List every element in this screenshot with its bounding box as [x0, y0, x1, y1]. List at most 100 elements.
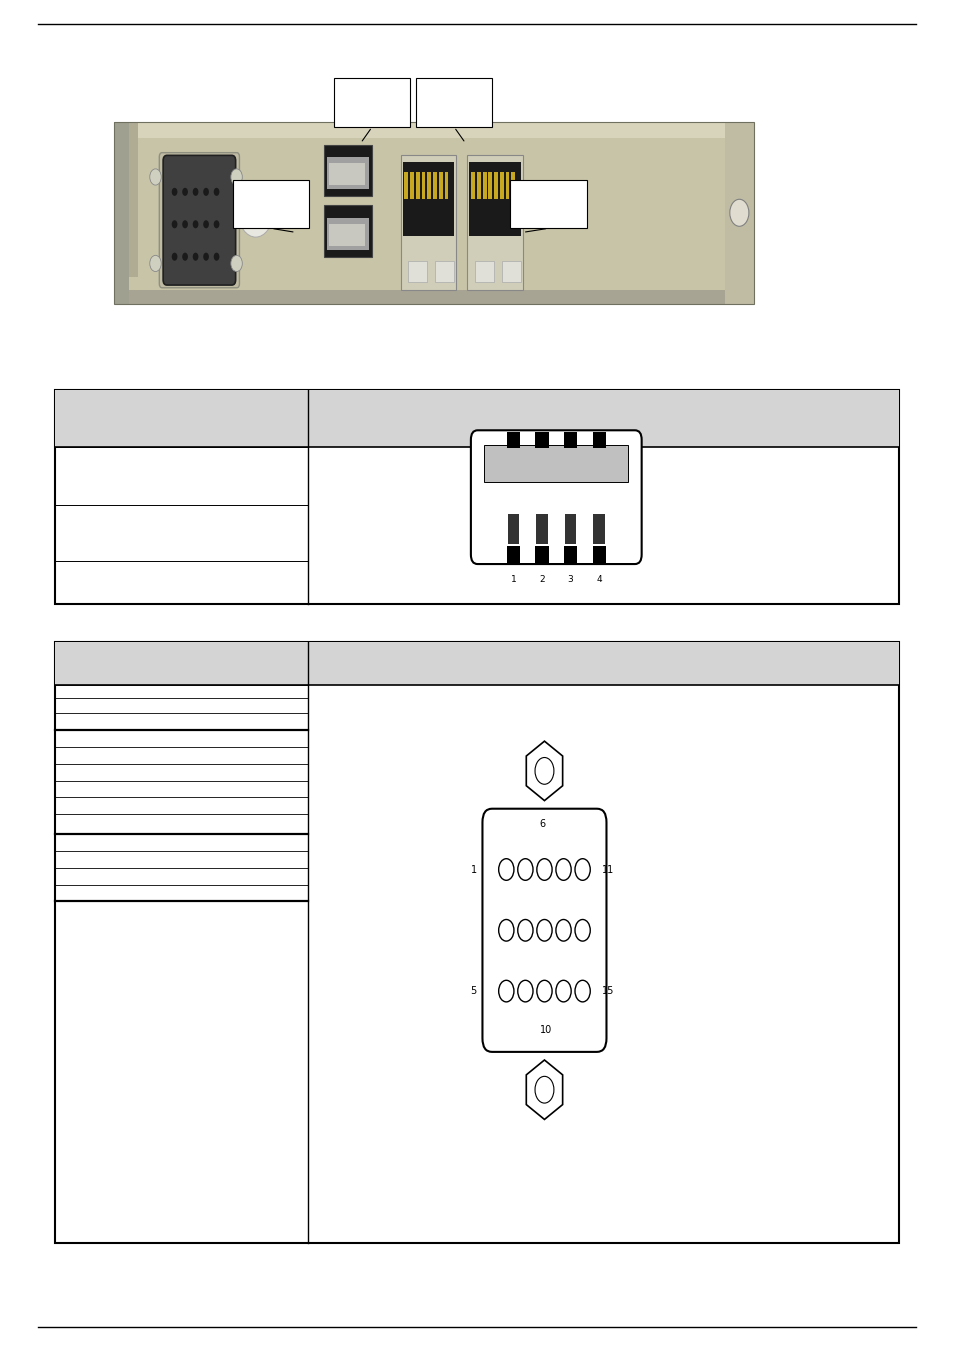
Bar: [501, 261, 520, 282]
Bar: [593, 513, 604, 543]
Bar: [114, 122, 138, 277]
Circle shape: [203, 220, 209, 228]
Circle shape: [517, 859, 533, 881]
Circle shape: [150, 169, 161, 185]
Circle shape: [498, 859, 514, 881]
Circle shape: [193, 188, 198, 196]
Bar: [563, 432, 577, 449]
Circle shape: [556, 981, 571, 1002]
FancyBboxPatch shape: [482, 809, 606, 1052]
Bar: [55, 642, 898, 1243]
Bar: [400, 155, 456, 290]
Bar: [334, 78, 410, 127]
Circle shape: [172, 220, 177, 228]
Circle shape: [231, 169, 242, 185]
Bar: [416, 78, 492, 127]
Circle shape: [556, 920, 571, 942]
Bar: [467, 155, 522, 290]
Circle shape: [556, 859, 571, 881]
Bar: [471, 172, 475, 199]
Text: 3: 3: [567, 576, 573, 584]
Text: 6: 6: [539, 819, 545, 830]
Bar: [114, 290, 753, 304]
Circle shape: [537, 981, 552, 1002]
Bar: [114, 122, 753, 304]
Bar: [55, 390, 898, 604]
Bar: [444, 172, 448, 199]
Bar: [327, 218, 369, 250]
Circle shape: [535, 758, 554, 784]
Bar: [114, 122, 753, 304]
FancyBboxPatch shape: [159, 153, 239, 288]
Bar: [476, 172, 480, 199]
Text: 2: 2: [538, 576, 544, 584]
Polygon shape: [526, 742, 562, 801]
Circle shape: [498, 920, 514, 942]
Circle shape: [575, 920, 590, 942]
Bar: [506, 432, 519, 449]
Circle shape: [193, 253, 198, 261]
Circle shape: [182, 188, 188, 196]
Bar: [404, 172, 408, 199]
Bar: [536, 513, 547, 543]
Bar: [724, 122, 753, 304]
Circle shape: [537, 920, 552, 942]
Bar: [505, 172, 509, 199]
Circle shape: [535, 1077, 554, 1102]
Bar: [329, 224, 365, 246]
Circle shape: [193, 220, 198, 228]
Bar: [494, 172, 497, 199]
Bar: [488, 172, 492, 199]
Bar: [329, 163, 365, 185]
Circle shape: [517, 981, 533, 1002]
Bar: [506, 547, 519, 563]
Bar: [327, 157, 369, 189]
FancyBboxPatch shape: [163, 155, 235, 285]
Circle shape: [172, 253, 177, 261]
Bar: [438, 172, 442, 199]
Circle shape: [203, 253, 209, 261]
Bar: [435, 261, 454, 282]
Text: 1: 1: [470, 865, 476, 874]
Circle shape: [213, 220, 219, 228]
Bar: [475, 261, 494, 282]
FancyBboxPatch shape: [471, 430, 641, 565]
Text: 4: 4: [596, 576, 601, 584]
Text: 11: 11: [601, 865, 614, 874]
Circle shape: [575, 981, 590, 1002]
Circle shape: [537, 859, 552, 881]
Circle shape: [213, 253, 219, 261]
Text: 5: 5: [470, 986, 476, 996]
Bar: [482, 172, 486, 199]
Bar: [564, 513, 576, 543]
Bar: [427, 172, 431, 199]
Circle shape: [575, 859, 590, 881]
Bar: [233, 180, 309, 228]
Bar: [510, 180, 586, 228]
Bar: [511, 172, 515, 199]
Circle shape: [213, 188, 219, 196]
Bar: [408, 261, 427, 282]
Bar: [324, 145, 372, 196]
Bar: [55, 390, 898, 447]
Bar: [402, 162, 454, 236]
Circle shape: [517, 920, 533, 942]
Circle shape: [231, 255, 242, 272]
Circle shape: [150, 255, 161, 272]
Bar: [535, 432, 548, 449]
Bar: [507, 513, 518, 543]
Bar: [421, 172, 425, 199]
Bar: [535, 547, 548, 563]
Circle shape: [203, 188, 209, 196]
Circle shape: [729, 200, 748, 227]
Circle shape: [182, 253, 188, 261]
Bar: [324, 205, 372, 257]
Text: 10: 10: [539, 1025, 552, 1035]
Bar: [592, 547, 605, 563]
Bar: [592, 432, 605, 449]
Circle shape: [238, 189, 273, 238]
Circle shape: [172, 188, 177, 196]
Text: 1: 1: [510, 576, 516, 584]
Bar: [410, 172, 414, 199]
Bar: [433, 172, 436, 199]
